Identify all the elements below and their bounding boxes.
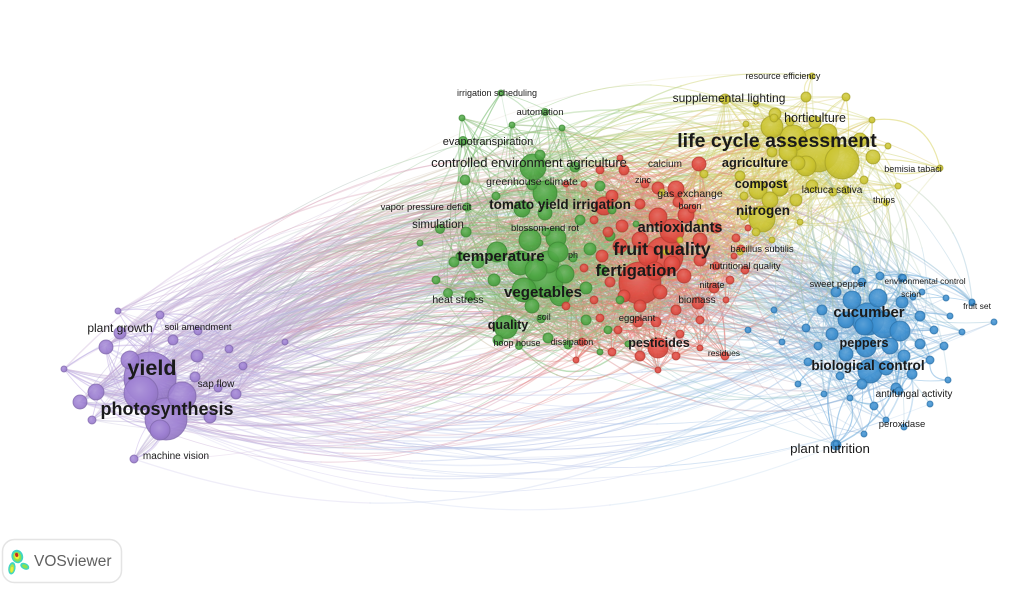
svg-text:thrips: thrips (873, 195, 896, 205)
svg-text:quality: quality (488, 318, 529, 332)
svg-text:bemisia tabaci: bemisia tabaci (884, 164, 942, 174)
svg-text:nutritional quality: nutritional quality (709, 261, 781, 272)
svg-text:greenhouse climate: greenhouse climate (486, 176, 578, 188)
svg-text:compost: compost (735, 177, 788, 191)
svg-text:irrigation scheduling: irrigation scheduling (457, 88, 537, 98)
svg-text:plant growth: plant growth (87, 321, 152, 335)
svg-text:zinc: zinc (635, 175, 652, 185)
svg-text:bacillus subtilis: bacillus subtilis (730, 244, 794, 255)
svg-text:antifungal activity: antifungal activity (876, 389, 953, 400)
svg-text:vapor pressure deficit: vapor pressure deficit (381, 202, 472, 213)
svg-text:sweet pepper: sweet pepper (809, 279, 866, 290)
svg-text:life cycle assessment: life cycle assessment (677, 130, 877, 152)
svg-text:yield: yield (127, 355, 176, 380)
svg-text:hoop house: hoop house (493, 338, 540, 348)
svg-text:automation: automation (516, 107, 563, 118)
svg-text:cucumber: cucumber (833, 305, 904, 321)
svg-text:gas exchange: gas exchange (657, 188, 723, 200)
svg-text:biological control: biological control (811, 358, 924, 373)
svg-text:peppers: peppers (840, 336, 889, 350)
svg-text:tomato yield irrigation: tomato yield irrigation (489, 197, 631, 212)
svg-text:fruit quality: fruit quality (613, 239, 710, 259)
svg-text:nitrogen: nitrogen (736, 203, 790, 218)
svg-text:sap flow: sap flow (198, 379, 235, 390)
svg-text:evapotranspiration: evapotranspiration (443, 136, 534, 148)
svg-text:environmental control: environmental control (884, 276, 965, 286)
svg-text:antioxidants: antioxidants (638, 220, 723, 236)
svg-text:nitrate: nitrate (699, 280, 724, 290)
svg-text:lactuca sativa: lactuca sativa (802, 185, 863, 196)
svg-text:calcium: calcium (648, 159, 682, 170)
svg-text:VOSviewer: VOSviewer (34, 553, 112, 570)
svg-text:blossom-end rot: blossom-end rot (511, 223, 579, 234)
svg-text:eggplant: eggplant (619, 313, 656, 324)
svg-text:ph: ph (568, 250, 578, 260)
svg-text:scion: scion (901, 289, 921, 299)
svg-text:pesticides: pesticides (628, 336, 690, 350)
svg-text:plant nutrition: plant nutrition (790, 441, 870, 456)
svg-text:heat stress: heat stress (432, 294, 483, 306)
svg-text:soil amendment: soil amendment (164, 322, 231, 333)
svg-text:photosynthesis: photosynthesis (100, 399, 233, 419)
svg-text:dissipation: dissipation (551, 337, 594, 347)
svg-text:vegetables: vegetables (504, 284, 582, 301)
svg-text:supplemental lighting: supplemental lighting (673, 91, 786, 105)
svg-text:horticulture: horticulture (784, 111, 846, 125)
svg-text:residues: residues (708, 348, 740, 358)
svg-text:controlled environment agricul: controlled environment agriculture (431, 155, 627, 170)
svg-text:fertigation: fertigation (595, 261, 676, 280)
svg-text:soil: soil (537, 312, 551, 322)
svg-text:machine vision: machine vision (143, 451, 209, 462)
svg-text:simulation: simulation (412, 219, 464, 231)
svg-text:fruit set: fruit set (963, 301, 992, 311)
svg-text:agriculture: agriculture (722, 155, 788, 170)
svg-text:boron: boron (678, 201, 701, 211)
svg-text:resource efficiency: resource efficiency (746, 71, 821, 81)
svg-text:temperature: temperature (457, 248, 544, 265)
svg-text:biomass: biomass (678, 295, 715, 306)
svg-text:peroxidase: peroxidase (879, 419, 925, 430)
